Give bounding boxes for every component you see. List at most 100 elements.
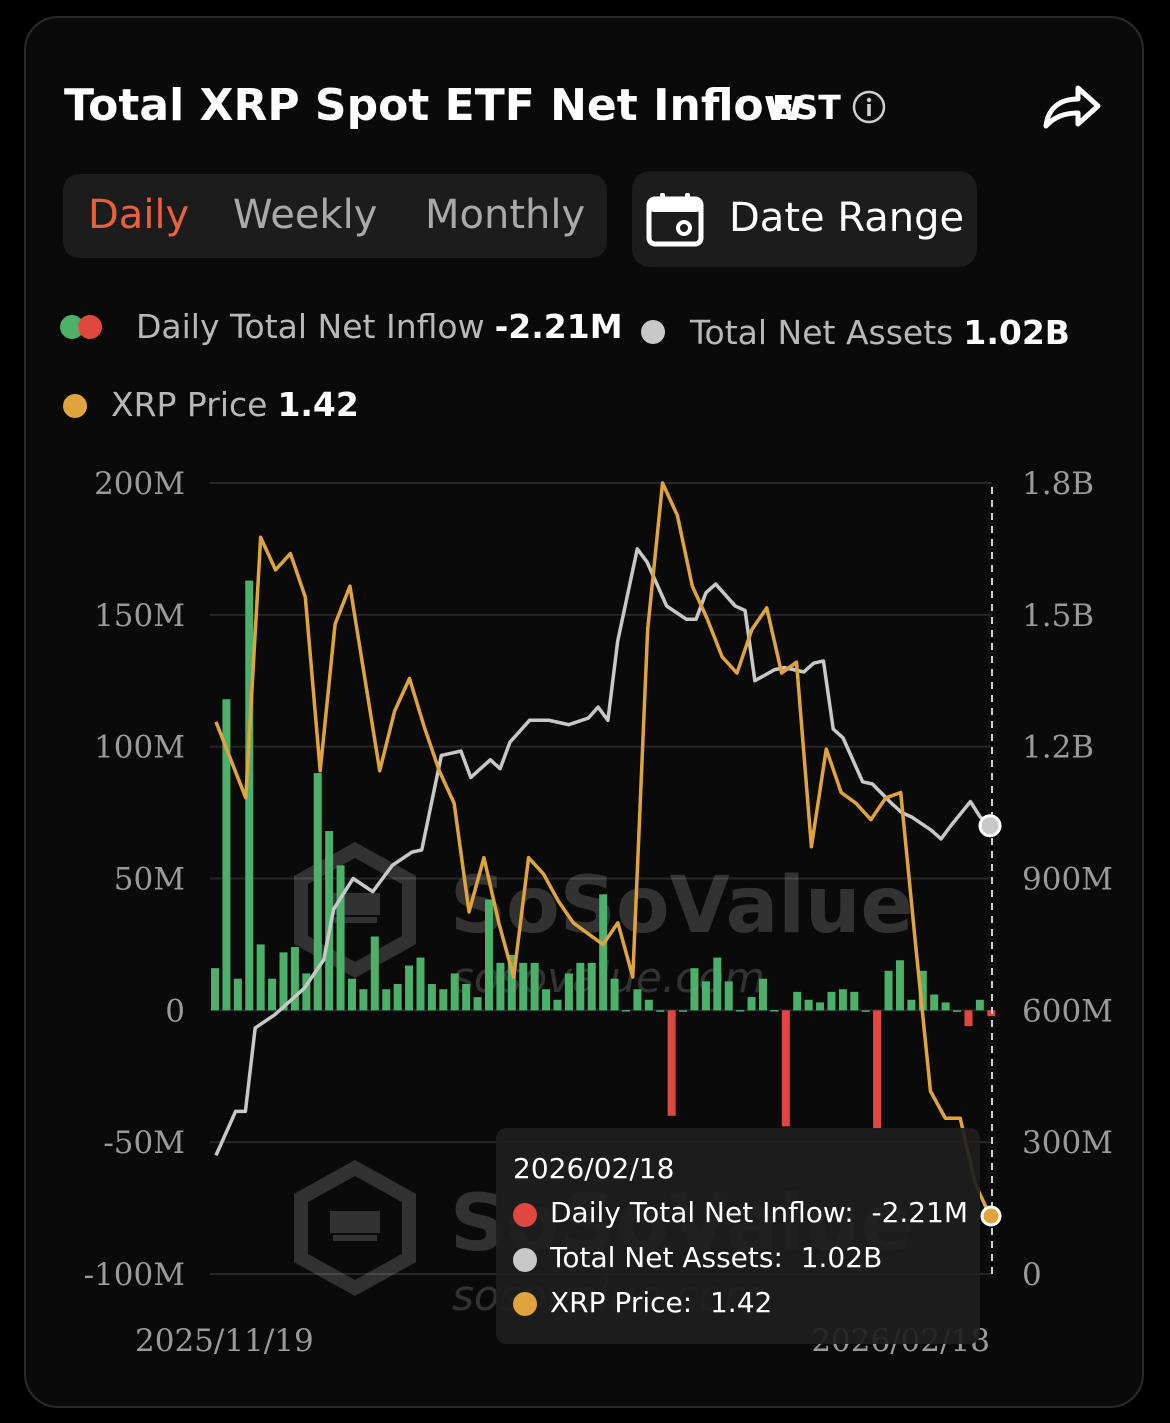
inflow-bar xyxy=(941,1002,950,1011)
inflow-bar xyxy=(838,989,847,1011)
inflow-bar xyxy=(507,954,516,1011)
inflow-bar xyxy=(621,1010,630,1012)
y-left-tick-label: 100M xyxy=(94,730,185,766)
tooltip-assets-label: Total Net Assets: xyxy=(550,1241,783,1274)
inflow-bar xyxy=(953,1010,962,1012)
tooltip-price-label: XRP Price: xyxy=(550,1286,693,1319)
inflow-bar xyxy=(907,999,916,1011)
tooltip-price-dot xyxy=(513,1292,537,1316)
y-right-tick-label: 300M xyxy=(1022,1125,1113,1161)
inflow-bar xyxy=(564,973,573,1011)
y-axis-left: 200M 150M 100M 50M 0 -50M -100M xyxy=(84,466,185,1293)
y-right-tick-label: 600M xyxy=(1022,993,1113,1029)
inflow-bar xyxy=(895,960,904,1011)
inflow-bar xyxy=(713,957,722,1011)
tooltip-date: 2026/02/18 xyxy=(513,1152,675,1185)
inflow-bar xyxy=(370,936,379,1011)
y-axis-right: 1.8B 1.5B 1.2B 900M 600M 300M 0 xyxy=(1022,466,1113,1293)
tab-weekly[interactable]: Weekly xyxy=(233,192,378,238)
hover-cursor xyxy=(978,487,1002,1274)
inflow-bar xyxy=(667,1010,676,1116)
info-icon[interactable] xyxy=(852,90,886,124)
inflow-bar xyxy=(827,991,836,1011)
inflow-bar xyxy=(918,970,927,1011)
inflow-bar xyxy=(222,699,231,1011)
tooltip-inflow: Daily Total Net Inflow: -2.21M xyxy=(550,1196,968,1229)
y-right-tick-label: 1.2B xyxy=(1022,730,1094,766)
legend-price[interactable]: XRP Price 1.42 xyxy=(111,385,359,424)
inflow-bar xyxy=(679,1010,688,1012)
y-left-tick-label: 200M xyxy=(94,466,185,502)
inflow-bar xyxy=(587,962,596,1011)
legend-inflow[interactable]: Daily Total Net Inflow -2.21M xyxy=(136,307,623,346)
inflow-bar xyxy=(462,983,471,1011)
watermark-logo-icon xyxy=(294,841,416,979)
tooltip-inflow-dot xyxy=(513,1203,537,1227)
legend-inflow-label: Daily Total Net Inflow xyxy=(136,307,485,346)
legend-inflow-value: -2.21M xyxy=(494,307,623,346)
inflow-bar xyxy=(245,580,254,1011)
inflow-bar xyxy=(850,991,859,1011)
inflow-bar xyxy=(233,978,242,1011)
legend-assets-dot xyxy=(641,320,665,344)
price-line xyxy=(214,481,992,1217)
tooltip-assets-value: 1.02B xyxy=(800,1241,883,1274)
inflow-bar xyxy=(975,999,984,1011)
inflow-bar xyxy=(873,1010,882,1129)
inflow-bar xyxy=(964,1010,973,1027)
inflow-bar xyxy=(804,999,813,1011)
inflow-bar xyxy=(633,989,642,1011)
tooltip-price: XRP Price: 1.42 xyxy=(550,1286,772,1319)
y-left-tick-label: -50M xyxy=(103,1125,185,1161)
inflow-bar xyxy=(519,962,528,1011)
date-range-label: Date Range xyxy=(729,195,965,241)
inflow-bar xyxy=(336,865,345,1011)
inflow-bar xyxy=(656,1010,665,1012)
calendar-icon xyxy=(646,193,704,247)
inflow-bar xyxy=(747,997,756,1011)
inflow-bar xyxy=(256,944,265,1011)
inflow-bar xyxy=(484,899,493,1011)
y-left-tick-label: -100M xyxy=(84,1257,185,1293)
tab-monthly[interactable]: Monthly xyxy=(425,192,586,238)
inflow-bar xyxy=(427,983,436,1011)
inflow-bar xyxy=(473,997,482,1011)
inflow-bar xyxy=(496,962,505,1011)
inflow-bar xyxy=(290,947,299,1011)
assets-marker xyxy=(978,814,1002,838)
watermark-logo-glyph xyxy=(330,1211,380,1241)
legend-price-dot xyxy=(63,394,87,418)
inflow-bar xyxy=(701,981,710,1011)
inflow-bar xyxy=(359,989,368,1011)
legend-assets-value: 1.02B xyxy=(963,313,1070,352)
inflow-bar xyxy=(530,962,539,1011)
share-icon[interactable] xyxy=(1040,82,1102,132)
y-right-tick-label: 900M xyxy=(1022,862,1113,898)
legend-inflow-negative-dot xyxy=(78,315,102,339)
inflow-bar xyxy=(724,981,733,1011)
inflow-bar xyxy=(279,952,288,1011)
inflow-bar xyxy=(542,989,551,1011)
inflow-bar xyxy=(405,965,414,1011)
y-left-tick-label: 150M xyxy=(94,598,185,634)
tab-daily[interactable]: Daily xyxy=(88,192,190,238)
inflow-bar xyxy=(793,991,802,1011)
legend-assets[interactable]: Total Net Assets 1.02B xyxy=(690,313,1070,352)
inflow-bar xyxy=(211,968,219,1011)
inflow-bar xyxy=(758,978,767,1011)
y-right-tick-label: 0 xyxy=(1022,1257,1042,1293)
date-range-button[interactable]: Date Range xyxy=(632,171,977,267)
y-left-tick-label: 0 xyxy=(165,993,185,1029)
inflow-bar xyxy=(553,999,562,1011)
timezone-label[interactable]: EST xyxy=(772,88,841,127)
y-right-tick-label: 1.8B xyxy=(1022,466,1094,502)
tooltip-inflow-value: -2.21M xyxy=(871,1196,969,1229)
inflow-bar xyxy=(268,978,277,1011)
tooltip: 2026/02/18 Daily Total Net Inflow: -2.21… xyxy=(496,1128,980,1344)
legend-assets-label: Total Net Assets xyxy=(690,313,954,352)
inflow-bar xyxy=(347,978,356,1011)
inflow-bar xyxy=(599,894,608,1011)
inflow-bar xyxy=(861,1010,870,1012)
tooltip-inflow-label: Daily Total Net Inflow: xyxy=(550,1196,854,1229)
